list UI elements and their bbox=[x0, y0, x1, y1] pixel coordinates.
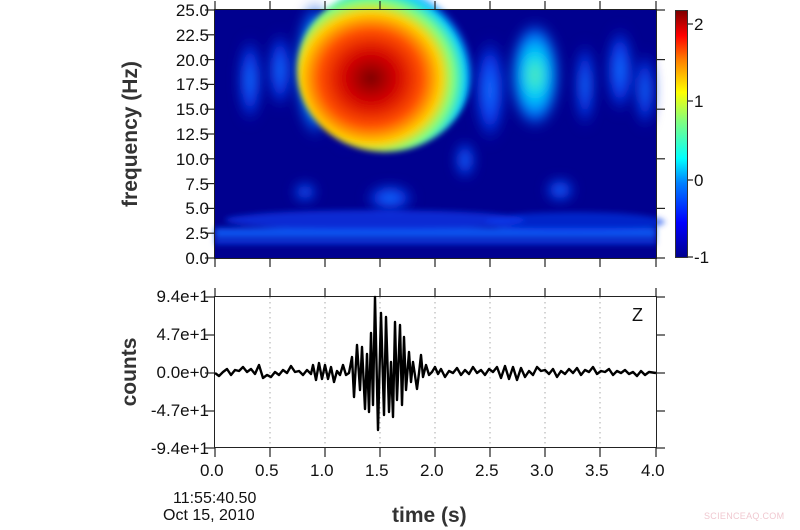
time-tick: 4.0 bbox=[641, 461, 665, 480]
counts-tick: 9.4e+1 bbox=[156, 287, 209, 306]
start-date: Oct 15, 2010 bbox=[163, 507, 255, 524]
time-tick: 2.5 bbox=[475, 461, 499, 480]
time-tick: 3.0 bbox=[530, 461, 554, 480]
time-tick: 2.0 bbox=[420, 461, 444, 480]
freq-tick: 0.0 bbox=[185, 249, 209, 268]
start-time: 11:55:40.50 bbox=[173, 490, 257, 507]
freq-tick: 7.5 bbox=[185, 174, 209, 194]
colorbar-tick: -1 bbox=[694, 248, 710, 267]
waveform-plot bbox=[205, 288, 665, 457]
time-tick: 3.5 bbox=[585, 461, 609, 480]
freq-tick: 17.5 bbox=[175, 75, 209, 95]
freq-tick: 5.0 bbox=[185, 199, 209, 219]
freq-tick: 2.5 bbox=[185, 224, 209, 244]
freq-tick: 20.0 bbox=[175, 50, 209, 70]
counts-tick: -9.4e+1 bbox=[150, 439, 209, 458]
colorbar-ticks bbox=[688, 23, 693, 258]
counts-tick: 4.7e+1 bbox=[156, 325, 209, 344]
time-tick: 1.5 bbox=[365, 461, 389, 480]
time-tick: 0.0 bbox=[200, 461, 224, 480]
waveform-trace bbox=[214, 295, 657, 432]
colorbar-tick: 0 bbox=[694, 171, 704, 190]
freq-tick: 12.5 bbox=[175, 125, 209, 144]
freq-tick: 15.0 bbox=[175, 100, 209, 120]
freq-tick: 10.0 bbox=[175, 149, 209, 169]
colorbar bbox=[675, 10, 688, 258]
counts-axis-label: counts bbox=[118, 337, 141, 407]
counts-tick: -4.7e+1 bbox=[150, 401, 209, 420]
frequency-axis-label: frequency (Hz) bbox=[119, 61, 142, 207]
freq-tick: 22.5 bbox=[175, 25, 209, 45]
counts-tick: 0.0e+0 bbox=[156, 363, 209, 382]
time-tick: 0.5 bbox=[255, 461, 279, 480]
spectrogram-ticks bbox=[205, 1, 665, 267]
colorbar-tick: 2 bbox=[694, 15, 704, 34]
component-label: Z bbox=[632, 305, 643, 325]
watermark: SCIENCEAQ.COM bbox=[704, 511, 785, 521]
spectrogram-heatmap bbox=[215, 0, 665, 258]
freq-tick: 25.0 bbox=[175, 1, 209, 20]
time-axis-label: time (s) bbox=[392, 504, 467, 527]
start-timestamp: 11:55:40.50 Oct 15, 2010 bbox=[163, 490, 256, 524]
time-tick: 1.0 bbox=[310, 461, 334, 480]
colorbar-tick: 1 bbox=[694, 92, 704, 111]
